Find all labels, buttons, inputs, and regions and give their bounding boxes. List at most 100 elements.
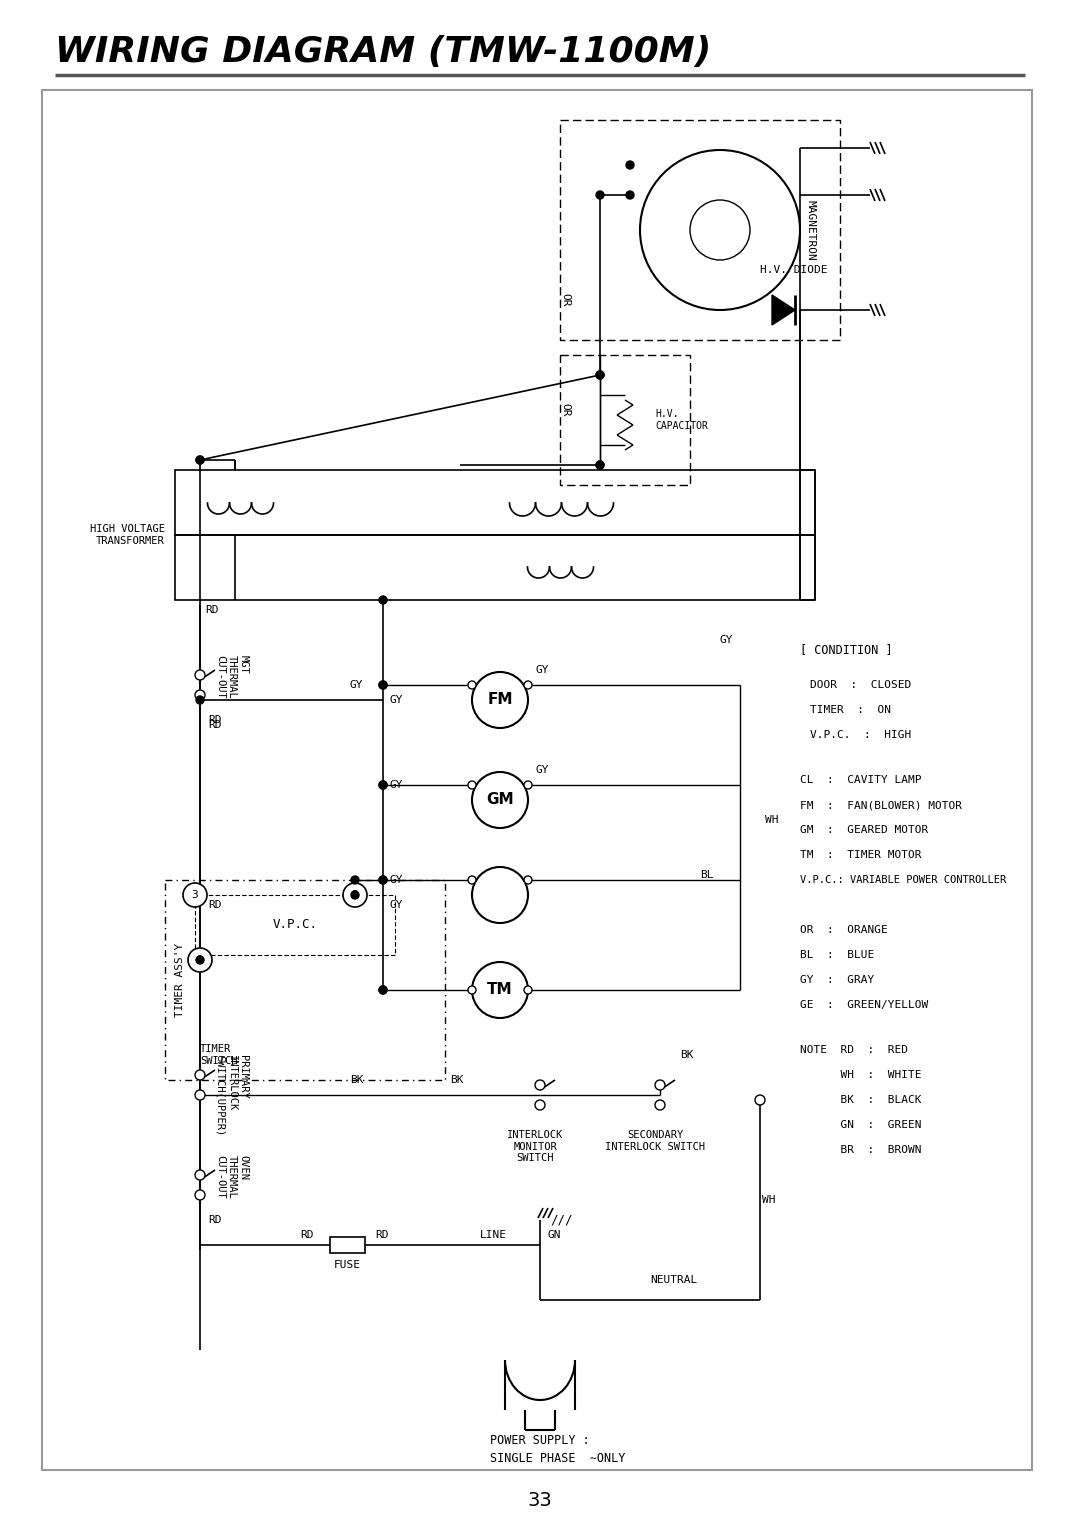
Text: RD: RD — [205, 605, 218, 614]
Polygon shape — [772, 295, 795, 325]
Circle shape — [195, 695, 204, 704]
Bar — [330, 1238, 365, 1253]
Circle shape — [379, 596, 387, 604]
Text: TM: TM — [487, 983, 513, 998]
Text: WH  :  WHITE: WH : WHITE — [800, 1070, 921, 1080]
Circle shape — [379, 986, 387, 995]
Text: 2: 2 — [352, 889, 359, 900]
Text: NOTE  RD  :  RED: NOTE RD : RED — [800, 1045, 908, 1054]
Circle shape — [195, 1190, 205, 1199]
Text: TM  :  TIMER MOTOR: TM : TIMER MOTOR — [800, 850, 921, 860]
Circle shape — [596, 191, 604, 199]
Circle shape — [351, 876, 359, 885]
Circle shape — [524, 681, 532, 689]
Circle shape — [195, 957, 204, 964]
Text: OR: OR — [561, 293, 570, 307]
Circle shape — [379, 681, 387, 689]
Circle shape — [379, 781, 387, 788]
Text: TIMER  :  ON: TIMER : ON — [810, 704, 891, 715]
Text: OVEN
THERMAL
CUT-OUT: OVEN THERMAL CUT-OUT — [215, 1155, 248, 1199]
Text: TIMER ASS'Y: TIMER ASS'Y — [175, 943, 185, 1018]
Text: RD: RD — [375, 1230, 389, 1241]
Circle shape — [468, 986, 476, 995]
Text: V.P.C.: V.P.C. — [272, 918, 318, 932]
Bar — [195, 895, 395, 955]
Circle shape — [468, 876, 476, 885]
Circle shape — [195, 1070, 205, 1080]
Circle shape — [468, 781, 476, 788]
Text: RD: RD — [208, 1215, 221, 1225]
Text: RD: RD — [208, 900, 221, 911]
Circle shape — [690, 200, 750, 260]
Circle shape — [195, 1170, 205, 1180]
Text: V.P.C.  :  HIGH: V.P.C. : HIGH — [810, 730, 912, 740]
Circle shape — [472, 772, 528, 828]
Circle shape — [654, 1080, 665, 1089]
Text: INTERLOCK
MONITOR
SWITCH: INTERLOCK MONITOR SWITCH — [507, 1131, 563, 1163]
Bar — [165, 880, 445, 1080]
Text: BK: BK — [680, 1050, 693, 1060]
Text: DOOR  :  CLOSED: DOOR : CLOSED — [810, 680, 912, 691]
Bar — [561, 121, 840, 341]
Text: BL  :  BLUE: BL : BLUE — [800, 950, 874, 960]
Bar — [175, 471, 815, 535]
Circle shape — [195, 1089, 205, 1100]
Text: NEUTRAL: NEUTRAL — [650, 1274, 698, 1285]
Text: BK: BK — [450, 1076, 463, 1085]
Text: SECONDARY
INTERLOCK SWITCH: SECONDARY INTERLOCK SWITCH — [605, 1131, 705, 1152]
Circle shape — [524, 986, 532, 995]
Text: GM  :  GEARED MOTOR: GM : GEARED MOTOR — [800, 825, 928, 834]
Bar — [175, 535, 815, 601]
Circle shape — [183, 883, 207, 908]
Circle shape — [524, 876, 532, 885]
Text: GY: GY — [390, 779, 404, 790]
Circle shape — [379, 876, 387, 885]
Circle shape — [195, 455, 204, 465]
Circle shape — [343, 883, 367, 908]
Text: GY: GY — [390, 900, 404, 911]
Text: RD: RD — [208, 715, 221, 724]
Text: TIMER
SWITCH: TIMER SWITCH — [200, 1044, 238, 1067]
Text: 33: 33 — [528, 1490, 552, 1510]
Circle shape — [535, 1080, 545, 1089]
Text: 3: 3 — [191, 889, 199, 900]
Text: HIGH VOLTAGE
TRANSFORMER: HIGH VOLTAGE TRANSFORMER — [90, 524, 165, 545]
Text: BR  :  BROWN: BR : BROWN — [800, 1144, 921, 1155]
Circle shape — [351, 891, 359, 898]
Text: BL: BL — [700, 869, 714, 880]
Text: POWER SUPPLY :: POWER SUPPLY : — [490, 1433, 590, 1447]
Text: GY: GY — [390, 695, 404, 704]
Text: GY  :  GRAY: GY : GRAY — [800, 975, 874, 986]
Text: 1: 1 — [197, 955, 203, 966]
Text: FUSE: FUSE — [334, 1261, 361, 1270]
Text: GY: GY — [535, 766, 549, 775]
Text: OR  :  ORANGE: OR : ORANGE — [800, 924, 888, 935]
Text: PRIMARY
INTERLOCK
SWITCH(UPPER): PRIMARY INTERLOCK SWITCH(UPPER) — [215, 1054, 248, 1137]
Text: MAGNETRON: MAGNETRON — [805, 200, 815, 260]
Circle shape — [755, 1096, 765, 1105]
Circle shape — [596, 371, 604, 379]
Text: GN  :  GREEN: GN : GREEN — [800, 1120, 921, 1131]
Text: ///: /// — [550, 1213, 572, 1227]
Text: BK  :  BLACK: BK : BLACK — [800, 1096, 921, 1105]
Text: RD: RD — [208, 720, 221, 730]
Circle shape — [379, 876, 387, 885]
Text: RD: RD — [300, 1230, 313, 1241]
Text: BK: BK — [350, 1076, 364, 1085]
Circle shape — [472, 672, 528, 727]
Text: H.V.
CAPACITOR: H.V. CAPACITOR — [654, 410, 707, 431]
Circle shape — [195, 455, 204, 465]
Text: LINE: LINE — [480, 1230, 507, 1241]
Text: WH: WH — [765, 814, 779, 825]
Circle shape — [379, 986, 387, 995]
Circle shape — [596, 371, 604, 379]
Circle shape — [640, 150, 800, 310]
Circle shape — [626, 191, 634, 199]
Text: GE  :  GREEN/YELLOW: GE : GREEN/YELLOW — [800, 999, 928, 1010]
Circle shape — [524, 781, 532, 788]
Text: GY: GY — [390, 876, 404, 885]
Circle shape — [626, 160, 634, 170]
Circle shape — [379, 781, 387, 788]
Text: FM: FM — [487, 692, 513, 707]
Circle shape — [596, 461, 604, 469]
